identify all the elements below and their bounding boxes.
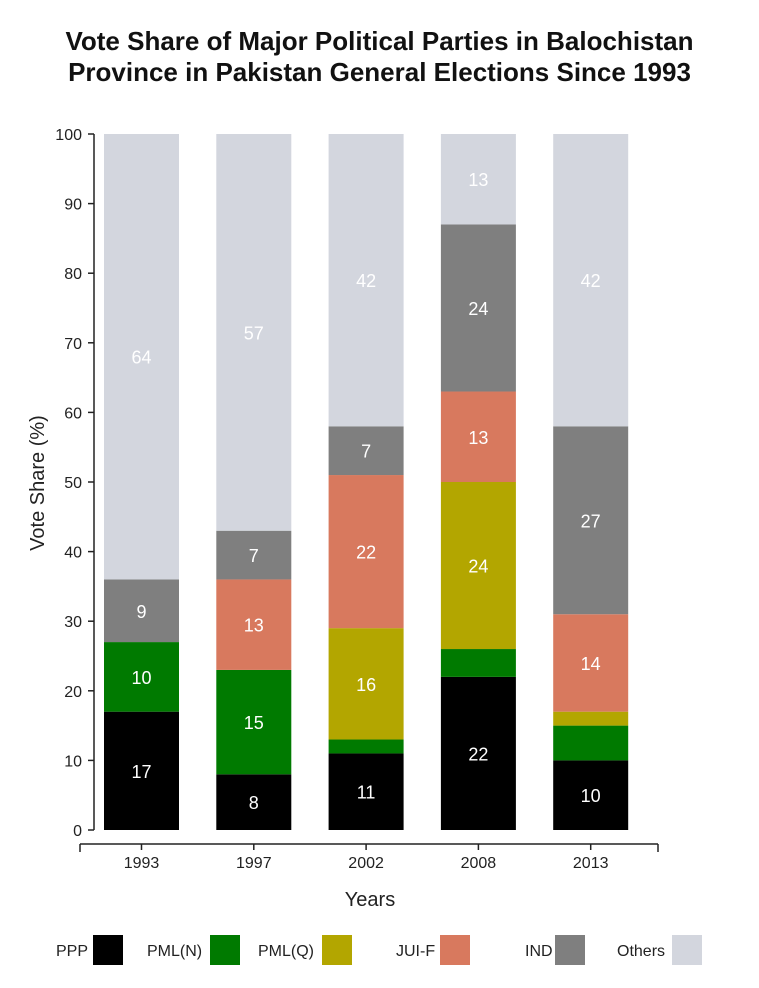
legend-label-ppp: PPP <box>56 943 88 960</box>
bar-segment-pmln-2008 <box>440 649 516 677</box>
y-tick-label-50: 50 <box>64 475 82 492</box>
bar-segment-ppp-1993 <box>104 711 179 830</box>
plot-area: 17 10 9 64 8 15 13 7 57 11 16 22 7 42 22 24 13 24 13 10 14 27… <box>104 134 629 830</box>
chart-title-line-2: Province in Pakistan General Elections S… <box>68 57 691 87</box>
legend-swatch-others <box>672 935 702 965</box>
legend-label-ind: IND <box>525 943 553 960</box>
bar-segment-ind-1993 <box>104 579 179 643</box>
data-label-juif-1997: 13 <box>244 616 264 636</box>
data-label-ppp-2002: 11 <box>357 783 376 803</box>
x-axis: 1993 1997 2002 2008 2013 <box>79 843 659 872</box>
data-label-others-1997: 57 <box>244 323 264 343</box>
data-label-pmln-1997: 15 <box>244 713 264 733</box>
data-label-ppp-2013: 10 <box>581 786 601 806</box>
bar-segment-juif-2002 <box>328 475 404 629</box>
data-label-ind-2002: 7 <box>361 442 371 462</box>
y-tick-label-40: 40 <box>64 545 82 562</box>
data-label-ind-1993: 9 <box>136 602 146 622</box>
y-tick-label-60: 60 <box>64 405 82 422</box>
data-label-others-1993: 64 <box>131 348 151 368</box>
legend-swatch-pmlq <box>322 935 352 965</box>
bar-segment-juif-2008 <box>440 391 516 482</box>
data-label-ind-2013: 27 <box>581 511 601 531</box>
x-tick-label-1997: 1997 <box>236 855 272 872</box>
data-label-ppp-2008: 22 <box>468 744 488 764</box>
y-axis: 0 10 20 30 40 50 60 70 80 90 100 <box>55 127 95 840</box>
bar-segment-ppp-2013 <box>553 760 629 830</box>
bar-segment-pmln-1993 <box>104 642 179 712</box>
data-label-others-2013: 42 <box>581 271 601 291</box>
data-label-ind-1997: 7 <box>249 546 259 566</box>
data-label-pmlq-2008: 24 <box>468 557 488 577</box>
y-tick-label-100: 100 <box>55 127 82 144</box>
y-tick-label-30: 30 <box>64 614 82 631</box>
legend-label-others: Others <box>617 943 665 960</box>
y-tick-label-90: 90 <box>64 197 82 214</box>
data-label-juif-2008: 13 <box>468 428 488 448</box>
bar-segment-pmlq-2008 <box>440 482 516 650</box>
legend-swatch-ind <box>555 935 585 965</box>
data-label-juif-2002: 22 <box>356 543 376 563</box>
bar-segment-pmln-2002 <box>328 739 404 754</box>
x-axis-title: Years <box>345 889 395 911</box>
bar-segment-others-2008 <box>440 134 516 225</box>
bar-segment-ind-2008 <box>440 224 516 392</box>
legend: PPP PML(N) PML(Q) JUI-F IND Others <box>56 935 702 965</box>
legend-label-pmlq: PML(Q) <box>258 943 314 960</box>
data-label-ind-2008: 24 <box>468 299 488 319</box>
bar-segment-others-1993 <box>104 134 179 580</box>
data-label-juif-2013: 14 <box>581 654 601 674</box>
legend-label-pmln: PML(N) <box>147 943 202 960</box>
data-label-others-2002: 42 <box>356 271 376 291</box>
legend-swatch-pmln <box>210 935 240 965</box>
bar-segment-ppp-1997 <box>216 774 292 830</box>
bar-segment-ind-2002 <box>328 426 404 476</box>
bar-segment-pmlq-2002 <box>328 628 404 740</box>
bar-segment-pmlq-2013 <box>553 711 629 726</box>
legend-label-juif: JUI-F <box>396 943 435 960</box>
data-label-ppp-1993: 17 <box>131 762 151 782</box>
bar-segment-ind-1997 <box>216 530 292 580</box>
y-tick-label-10: 10 <box>64 753 82 770</box>
bar-segment-juif-1997 <box>216 579 292 670</box>
bar-segment-others-1997 <box>216 134 292 531</box>
data-label-pmlq-2002: 16 <box>356 675 376 695</box>
x-tick-label-2013: 2013 <box>573 855 609 872</box>
y-tick-label-70: 70 <box>64 336 82 353</box>
bar-segment-pmln-2013 <box>553 725 629 761</box>
y-tick-label-20: 20 <box>64 684 82 701</box>
data-label-others-2008: 13 <box>468 170 488 190</box>
data-label-ppp-1997: 8 <box>249 793 259 813</box>
bar-segment-juif-2013 <box>553 614 629 712</box>
data-label-pmln-1993: 10 <box>131 668 151 688</box>
bar-segment-others-2002 <box>328 134 404 427</box>
legend-swatch-ppp <box>93 935 123 965</box>
y-axis-title: Vote Share (%) <box>27 415 49 551</box>
bar-segment-others-2013 <box>553 134 629 427</box>
y-tick-label-80: 80 <box>64 266 82 283</box>
legend-swatch-juif <box>440 935 470 965</box>
bar-segment-ind-2013 <box>553 426 629 615</box>
bar-segment-pmln-1997 <box>216 669 292 775</box>
bar-segment-ppp-2002 <box>328 753 404 830</box>
x-tick-label-2008: 2008 <box>461 855 497 872</box>
bar-segment-ppp-2008 <box>440 676 516 830</box>
chart-title: Vote Share of Major Political Parties in… <box>0 26 759 88</box>
x-tick-label-2002: 2002 <box>348 855 384 872</box>
y-tick-label-0: 0 <box>73 823 82 840</box>
chart-title-line-1: Vote Share of Major Political Parties in… <box>65 26 694 56</box>
x-tick-label-1993: 1993 <box>124 855 160 872</box>
